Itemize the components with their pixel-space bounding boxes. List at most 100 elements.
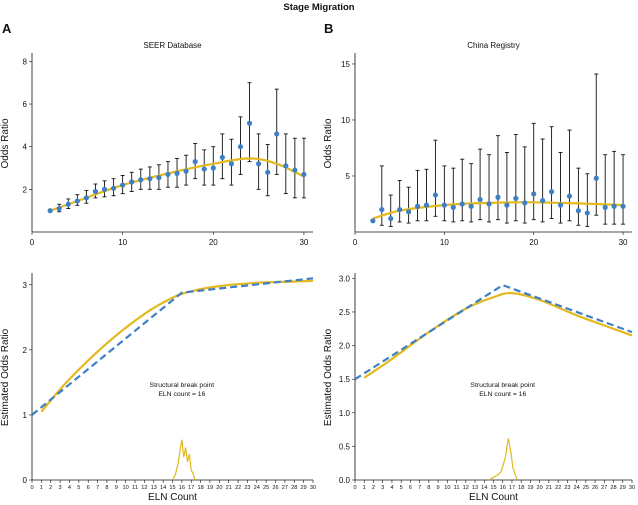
a-bottom-x-tick-label: 6 (87, 485, 90, 491)
b-top-x-tick-label: 0 (353, 238, 358, 247)
b-top-y-tick-label: 5 (346, 172, 351, 181)
b-top-data-point (531, 191, 537, 197)
b-bottom-x-tick-label: 8 (427, 485, 430, 491)
panel-b-break-annotation-line1: Structural break point (470, 382, 535, 389)
b-bottom-x-tick-label: 18 (518, 485, 524, 491)
b-bottom-x-tick-label: 17 (509, 485, 515, 491)
b-top-data-point (611, 203, 617, 209)
b-bottom-x-tick-label: 15 (490, 485, 496, 491)
b-bottom-x-tick-label: 26 (592, 485, 598, 491)
a-bottom-x-tick-label: 5 (77, 485, 80, 491)
a-bottom-x-tick-label: 2 (49, 485, 52, 491)
b-bottom-x-tick-label: 25 (583, 485, 589, 491)
b-top-data-point (495, 194, 501, 200)
b-top-data-point (548, 189, 555, 195)
a-top-data-point (274, 131, 280, 137)
a-top-data-point (292, 167, 298, 173)
a-top-data-point (110, 185, 117, 191)
a-bottom-x-tick-label: 4 (68, 485, 71, 491)
b-top-data-point (504, 202, 510, 208)
b-top-data-point (414, 203, 421, 209)
b-top-data-point (522, 200, 528, 206)
b-top-data-point (620, 203, 626, 209)
a-top-x-tick-label: 30 (299, 238, 308, 247)
b-bottom-y-tick-label: 0.5 (339, 442, 351, 451)
panel-a-top-ylabel: Odds Ratio (0, 118, 11, 168)
panel-b-bottom-xlabel: ELN Count (469, 492, 518, 500)
b-bottom-y-tick-label: 1.0 (339, 409, 351, 418)
a-bottom-x-tick-label: 12 (141, 485, 147, 491)
a-bottom-y-tick-label: 2 (23, 346, 28, 355)
a-bottom-x-tick-label: 28 (291, 485, 297, 491)
b-top-data-point (477, 196, 483, 203)
a-bottom-x-tick-label: 13 (151, 485, 157, 491)
b-bottom-x-tick-label: 30 (629, 485, 635, 491)
b-top-data-point (468, 203, 474, 209)
a-top-x-tick-label: 20 (209, 238, 218, 247)
a-top-data-point (237, 144, 244, 150)
a-top-data-point (138, 177, 144, 183)
b-bottom-x-tick-label: 3 (381, 485, 384, 491)
b-top-x-tick-label: 10 (440, 238, 449, 247)
a-top-data-point (219, 154, 225, 160)
a-bottom-x-tick-label: 14 (160, 485, 166, 491)
a-bottom-x-tick-label: 29 (301, 485, 307, 491)
a-bottom-x-tick-label: 20 (216, 485, 222, 491)
a-bottom-x-tick-label: 15 (169, 485, 175, 491)
a-bottom-x-tick-label: 10 (123, 485, 129, 491)
a-top-data-point (283, 163, 289, 169)
b-bottom-observed-curve (363, 291, 633, 379)
a-top-data-point (74, 198, 80, 204)
a-bottom-x-tick-label: 25 (263, 485, 269, 491)
b-bottom-x-tick-label: 19 (527, 485, 533, 491)
a-top-data-point (65, 201, 71, 207)
b-top-data-point (602, 204, 608, 210)
a-top-data-point (56, 205, 62, 212)
b-bottom-x-tick-label: 0 (353, 485, 356, 491)
b-top-data-point (584, 210, 590, 216)
a-top-data-point (228, 161, 235, 167)
b-bottom-x-tick-label: 13 (472, 485, 478, 491)
a-top-data-point (147, 176, 153, 182)
panel-a-bottom-chart: ELN Count Estimated Odds Ratio Structura… (0, 273, 316, 503)
a-top-y-tick-label: 2 (23, 185, 28, 194)
b-bottom-x-tick-label: 21 (546, 485, 552, 491)
b-bottom-x-tick-label: 28 (610, 485, 616, 491)
a-top-y-tick-label: 8 (23, 57, 28, 66)
panel-b-break-annotation-line2: ELN count = 16 (479, 391, 526, 398)
b-bottom-x-tick-label: 23 (564, 485, 570, 491)
b-bottom-x-tick-label: 6 (409, 485, 412, 491)
b-bottom-y-tick-label: 3.0 (339, 274, 351, 283)
panel-a-break-annotation-line2: ELN count = 16 (158, 391, 205, 398)
a-bottom-x-tick-label: 24 (254, 485, 260, 491)
a-top-smooth-curve (49, 157, 305, 212)
panel-b-bottom-chart: ELN Count Estimated Odds Ratio Structura… (323, 273, 635, 503)
b-top-y-tick-label: 15 (341, 60, 350, 69)
a-bottom-y-tick-label: 0 (23, 476, 28, 485)
a-bottom-x-tick-label: 22 (235, 485, 241, 491)
b-bottom-x-tick-label: 9 (437, 485, 440, 491)
a-bottom-x-tick-label: 9 (115, 485, 118, 491)
a-top-data-point (156, 175, 162, 181)
b-bottom-x-tick-label: 4 (390, 485, 393, 491)
a-top-data-point (265, 169, 271, 175)
panel-a-break-annotation-line1: Structural break point (150, 382, 215, 389)
a-top-data-point (120, 182, 126, 188)
panel-a-letter: A (2, 21, 12, 36)
a-bottom-x-tick-label: 8 (105, 485, 108, 491)
a-bottom-x-tick-label: 11 (132, 485, 138, 491)
b-bottom-x-tick-label: 7 (418, 485, 421, 491)
b-bottom-x-tick-label: 5 (400, 485, 403, 491)
b-top-data-point (397, 206, 403, 213)
a-bottom-x-tick-label: 3 (59, 485, 62, 491)
a-bottom-x-tick-label: 26 (272, 485, 278, 491)
b-bottom-x-tick-label: 10 (444, 485, 450, 491)
a-top-data-point (165, 171, 171, 178)
b-top-data-point (557, 202, 564, 208)
a-bottom-x-tick-label: 16 (179, 485, 185, 491)
a-top-data-point (92, 188, 99, 195)
a-bottom-x-tick-label: 21 (226, 485, 232, 491)
panel-b-top-chart: China Registry Odds Ratio 0 10 20 30 5 10 15 (323, 41, 632, 247)
